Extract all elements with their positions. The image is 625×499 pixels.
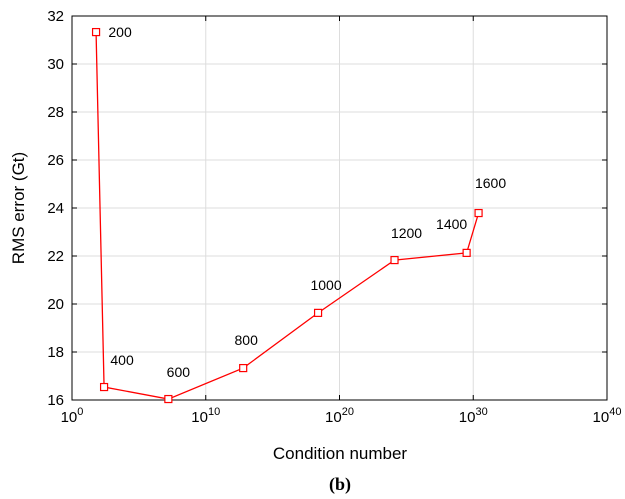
marker xyxy=(313,308,323,317)
y-axis-label: RMS error (Gt) xyxy=(9,152,28,264)
x-tick-label: 1040 xyxy=(593,406,622,426)
y-tick-label: 22 xyxy=(47,248,64,265)
plot-frame xyxy=(71,15,608,401)
y-tick-label: 24 xyxy=(47,200,64,217)
point-label: 800 xyxy=(235,332,259,348)
series-line xyxy=(95,32,480,400)
point-label: 1600 xyxy=(475,175,506,191)
y-tick-label: 28 xyxy=(47,104,64,121)
y-tick-label: 26 xyxy=(47,152,64,169)
x-axis-label: Condition number xyxy=(273,444,408,463)
point-label: 400 xyxy=(110,352,134,368)
x-tick-label: 1030 xyxy=(459,406,488,426)
marker xyxy=(91,27,101,37)
x-tick-label: 100 xyxy=(61,406,84,426)
marker xyxy=(239,363,248,373)
y-tick-label: 30 xyxy=(47,56,64,73)
y-tick-label: 18 xyxy=(47,344,64,361)
marker xyxy=(390,255,399,265)
caption: (b) xyxy=(329,474,351,495)
point-label: 200 xyxy=(108,24,132,40)
x-tick-label: 1020 xyxy=(325,406,354,426)
x-tick-label: 1010 xyxy=(191,406,220,426)
y-tick-label: 16 xyxy=(47,392,64,409)
marker xyxy=(462,248,471,257)
marker xyxy=(164,394,173,404)
marker xyxy=(474,208,483,218)
point-label: 1400 xyxy=(436,216,467,232)
point-label: 600 xyxy=(167,364,191,380)
y-tick-label: 32 xyxy=(47,8,64,25)
y-tick-label: 20 xyxy=(47,296,64,313)
point-label: 1200 xyxy=(391,225,422,241)
marker xyxy=(99,382,109,392)
point-label: 1000 xyxy=(310,277,341,293)
